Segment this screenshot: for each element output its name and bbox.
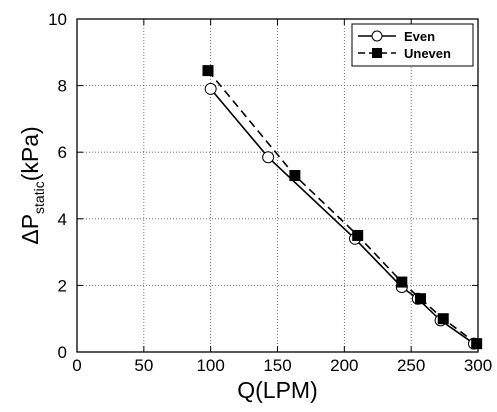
series-line-uneven: [207, 70, 478, 345]
x-tick-label: 300: [464, 356, 492, 375]
series-line-even: [210, 88, 475, 345]
y-tick-label: 6: [58, 143, 67, 162]
y-axis-title-unit: (kPa): [17, 126, 43, 181]
data-point-even: [262, 151, 275, 164]
y-axis-title-main: ΔP: [17, 214, 43, 245]
y-tick-label: 0: [58, 343, 67, 362]
legend-label-uneven: Uneven: [404, 46, 451, 61]
data-point-uneven: [437, 313, 449, 325]
x-tick-label: 200: [330, 356, 358, 375]
axis-ticks: [76, 18, 479, 353]
legend-box: [351, 23, 474, 67]
grid-lines: [77, 19, 478, 352]
data-point-uneven: [289, 170, 301, 182]
x-tick-label: 50: [134, 356, 153, 375]
data-point-uneven: [415, 293, 427, 305]
x-tick-label: 100: [196, 356, 224, 375]
y-axis-title: ΔPstatic(kPa): [17, 126, 47, 244]
x-tick-label: 250: [397, 356, 425, 375]
legend-marker-even: [371, 30, 383, 42]
y-tick-label: 4: [58, 210, 67, 229]
data-point-even: [204, 82, 217, 95]
svg-text:ΔPstatic(kPa): ΔPstatic(kPa): [17, 126, 47, 244]
series-lines: [207, 70, 478, 345]
legend: Even Uneven: [351, 23, 474, 67]
legend-label-even: Even: [404, 29, 435, 44]
data-point-uneven: [202, 65, 214, 77]
y-tick-label: 10: [48, 10, 67, 29]
x-tick-label: 150: [263, 356, 291, 375]
data-point-uneven: [352, 229, 364, 241]
data-point-uneven: [471, 338, 483, 350]
data-markers: [202, 65, 483, 350]
x-axis-title: Q(LPM): [237, 377, 318, 403]
x-tick-label: 0: [72, 356, 81, 375]
y-tick-label: 2: [58, 276, 67, 295]
legend-marker-uneven: [372, 48, 382, 58]
y-tick-label: 8: [58, 77, 67, 96]
data-point-uneven: [396, 276, 408, 288]
y-axis-title-subscript: static: [31, 181, 47, 214]
tick-labels: 0 50 100 150 200 250 300 0 2 4 6 8 10: [48, 10, 492, 375]
